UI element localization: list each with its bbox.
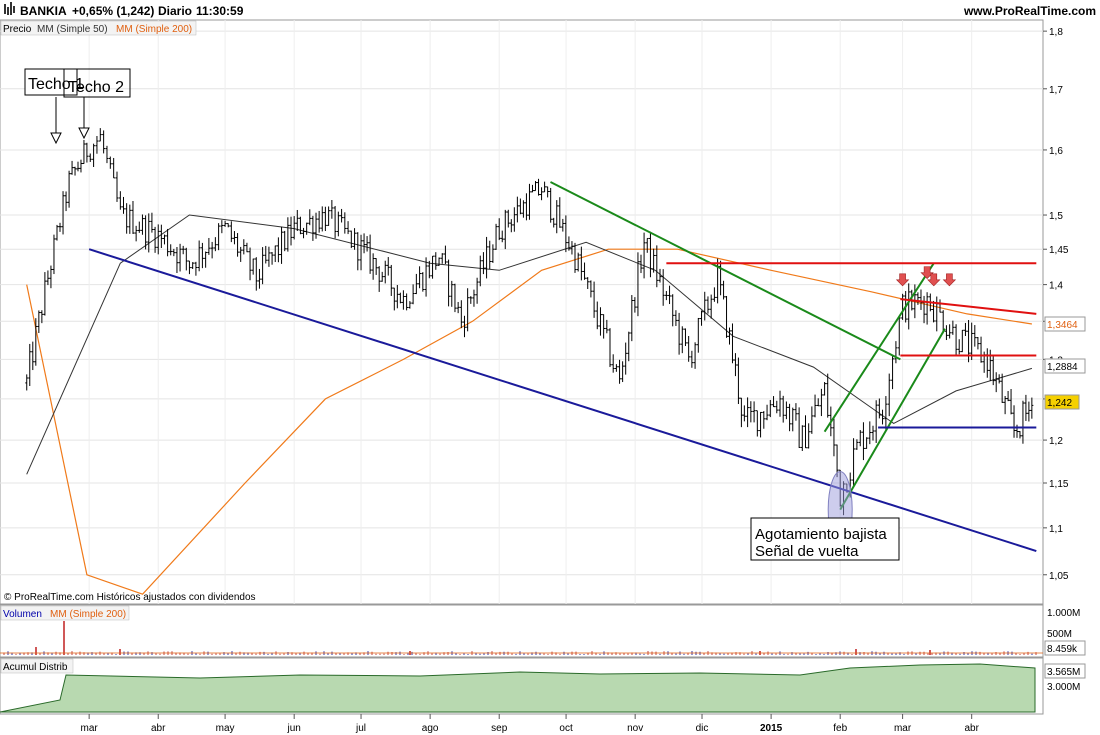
price-change: +0,65% (1,242) bbox=[72, 4, 154, 18]
green-downtrend bbox=[550, 181, 901, 361]
ma50-last-value: 1,2884 bbox=[1047, 362, 1078, 373]
trendlines bbox=[88, 181, 1037, 552]
agotamiento-annotation: Agotamiento bajista Señal de vuelta bbox=[750, 517, 900, 561]
techo2-label: Techo 2 bbox=[68, 79, 124, 96]
ma200-last-value: 1,3464 bbox=[1047, 320, 1078, 331]
ma200-path bbox=[26, 248, 1032, 595]
accum-tick-3000m: 3.000M bbox=[1047, 682, 1080, 693]
techo1-arrow-icon bbox=[50, 132, 62, 145]
x-tick-label: feb bbox=[833, 723, 847, 734]
credit-text: © ProRealTime.com Históricos ajustados c… bbox=[4, 592, 256, 603]
legend-ma200: MM (Simple 200) bbox=[116, 24, 192, 35]
down-arrow-markers bbox=[895, 266, 957, 287]
techo2-arrow-icon bbox=[78, 127, 90, 140]
price-panel: Precio MM (Simple 50) MM (Simple 200) Te… bbox=[0, 19, 1044, 605]
price-last-value: 1,242 bbox=[1047, 398, 1072, 409]
y-tick-label: 1,05 bbox=[1049, 571, 1069, 582]
volume-tick-1000m: 1.000M bbox=[1047, 608, 1080, 619]
legend-accum: Acumul Distrib bbox=[3, 662, 68, 673]
blue-downtrend bbox=[88, 248, 1037, 552]
down-arrow-icon bbox=[895, 273, 910, 287]
site-label: www.ProRealTime.com bbox=[963, 4, 1096, 18]
symbol-icon bbox=[4, 2, 15, 15]
x-tick-label: mar bbox=[894, 723, 912, 734]
legend-price: Precio bbox=[3, 24, 32, 35]
legend-volume: Volumen bbox=[3, 609, 42, 620]
header-bar: BANKIA +0,65% (1,242) Diario 11:30:59 ww… bbox=[0, 0, 1100, 20]
time-axis: mar abr may jun jul ago sep oct nov dic 2015 feb mar… bbox=[81, 714, 980, 734]
ma50-line bbox=[26, 214, 1033, 475]
y-tick-label: 1,8 bbox=[1049, 27, 1063, 38]
down-arrow-icon bbox=[942, 273, 957, 287]
agotamiento-line1: Agotamiento bajista bbox=[755, 526, 887, 543]
legend-ma50: MM (Simple 50) bbox=[37, 24, 108, 35]
x-tick-label: jul bbox=[355, 723, 366, 734]
agotamiento-line2: Señal de vuelta bbox=[755, 543, 859, 560]
x-tick-label: ago bbox=[422, 723, 439, 734]
accum-panel: Acumul Distrib 3.565M 3.000M bbox=[0, 657, 1086, 715]
green-channel-lower bbox=[839, 328, 946, 511]
techo1-label: Techo 1 bbox=[28, 76, 84, 93]
symbol-name: BANKIA bbox=[20, 4, 67, 18]
y-tick-label: 1,2 bbox=[1049, 436, 1063, 447]
y-tick-label: 1,6 bbox=[1049, 146, 1063, 157]
y-tick-label: 1,15 bbox=[1049, 479, 1069, 490]
x-tick-label: mar bbox=[81, 723, 99, 734]
x-tick-label: abr bbox=[964, 723, 979, 734]
x-tick-label: dic bbox=[696, 723, 709, 734]
accum-area bbox=[0, 663, 1036, 713]
ma50-path bbox=[26, 214, 1033, 475]
x-tick-label: oct bbox=[559, 723, 573, 734]
red-falling bbox=[900, 298, 1037, 315]
y-tick-label: 1,1 bbox=[1049, 524, 1063, 535]
accum-last-value: 3.565M bbox=[1047, 667, 1080, 678]
y-tick-label: 1,5 bbox=[1049, 211, 1063, 222]
x-tick-label: jun bbox=[286, 723, 300, 734]
down-arrow-icon bbox=[927, 273, 941, 287]
last-value-labels: 1,3464 1,2884 1,242 bbox=[1044, 316, 1086, 410]
green-channel-upper bbox=[823, 262, 935, 433]
price-axis: 1,81,71,61,51,451,41,351,31,251,21,151,1… bbox=[1043, 27, 1069, 582]
volume-bars bbox=[0, 621, 1043, 655]
volume-last-value: 8.459k bbox=[1047, 644, 1078, 655]
price-legend: Precio MM (Simple 50) MM (Simple 200) bbox=[0, 20, 197, 36]
down-arrow-icon bbox=[920, 266, 934, 280]
x-tick-label: abr bbox=[151, 723, 166, 734]
y-tick-label: 1,45 bbox=[1049, 245, 1069, 256]
x-tick-label: 2015 bbox=[760, 723, 783, 734]
techo-annotations: Techo 1 Techo 2 bbox=[24, 68, 131, 145]
period-label: Diario bbox=[158, 4, 192, 18]
time-label: 11:30:59 bbox=[196, 4, 244, 18]
x-tick-label: sep bbox=[491, 723, 508, 734]
price-bars bbox=[25, 128, 1034, 516]
x-tick-label: nov bbox=[627, 723, 643, 734]
y-tick-label: 1,4 bbox=[1049, 281, 1063, 292]
legend-volume-ma200: MM (Simple 200) bbox=[50, 609, 126, 620]
volume-panel: Volumen MM (Simple 200) 1.000M 500M 8.45… bbox=[0, 604, 1086, 658]
y-tick-label: 1,7 bbox=[1049, 85, 1063, 96]
x-tick-label: may bbox=[216, 723, 235, 734]
ma200-line bbox=[26, 248, 1032, 595]
volume-tick-500m: 500M bbox=[1047, 629, 1072, 640]
